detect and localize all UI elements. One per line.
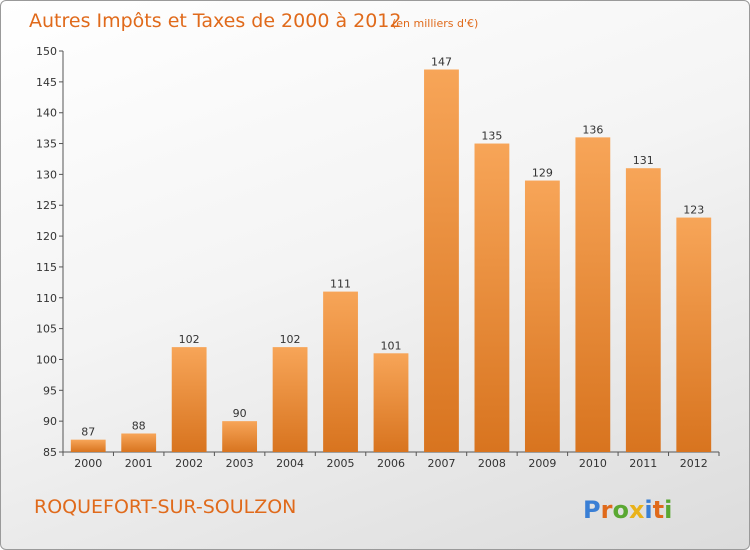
x-tick-label: 2010 [579, 457, 607, 470]
bar-value-label: 147 [431, 56, 452, 69]
logo-letter: x [629, 496, 645, 524]
x-tick-label: 2002 [175, 457, 203, 470]
bar-value-label: 129 [532, 167, 553, 180]
x-tick-label: 2004 [276, 457, 304, 470]
y-tick-label: 110 [36, 292, 57, 305]
y-tick-label: 140 [36, 107, 57, 120]
bar-value-label: 102 [179, 333, 200, 346]
bar-value-label: 102 [280, 333, 301, 346]
x-tick-label: 2008 [478, 457, 506, 470]
x-tick-label: 2006 [377, 457, 405, 470]
logo-letter: i [664, 496, 672, 524]
bar-2005 [323, 291, 358, 452]
bar-2004 [272, 347, 308, 452]
bar-value-label: 101 [381, 339, 402, 352]
bar-2009 [524, 180, 560, 453]
bar-2006 [373, 353, 409, 452]
x-tick-label: 2009 [528, 457, 556, 470]
logo-letter: P [583, 496, 601, 524]
y-tick-label: 150 [36, 45, 57, 58]
y-tick-label: 95 [43, 384, 57, 397]
bars: 87 88 102 90 102 111 101 147 135 129 136 131 123 [70, 56, 712, 453]
bar-2010 [575, 137, 611, 452]
proxiti-logo: Proxiti [583, 496, 672, 524]
y-tick-label: 90 [43, 415, 57, 428]
bar-value-label: 135 [481, 130, 502, 143]
x-tick-label: 2000 [74, 457, 102, 470]
bar-2003 [222, 421, 258, 452]
bar-2002 [171, 347, 207, 452]
bar-value-label: 111 [330, 278, 351, 291]
y-tick-label: 135 [36, 138, 57, 151]
bar-2008 [474, 143, 510, 453]
y-tick-label: 85 [43, 446, 57, 459]
logo-letter: r [601, 496, 613, 524]
chart-unit-note: (en milliers d'€) [392, 17, 478, 30]
chart-title: Autres Impôts et Taxes de 2000 à 2012 [29, 10, 402, 32]
bar-2001 [121, 433, 157, 452]
x-tick-label: 2011 [629, 457, 657, 470]
y-tick-label: 145 [36, 76, 57, 89]
x-tick-label: 2005 [327, 457, 355, 470]
y-tick-label: 105 [36, 323, 57, 336]
x-tick-label: 2007 [427, 457, 455, 470]
bar-2012 [676, 217, 712, 452]
y-tick-label: 100 [36, 353, 57, 366]
bar-value-label: 136 [582, 123, 603, 136]
y-tick-label: 115 [36, 261, 57, 274]
y-tick-label: 130 [36, 168, 57, 181]
y-tick-label: 120 [36, 230, 57, 243]
bar-value-label: 90 [233, 407, 247, 420]
logo-letter: i [644, 496, 652, 524]
logo-letter: t [653, 496, 664, 524]
bar-value-label: 131 [633, 154, 654, 167]
bar-value-label: 123 [683, 204, 704, 217]
commune-name: ROQUEFORT-SUR-SOULZON [34, 496, 296, 518]
x-tick-label: 2012 [680, 457, 708, 470]
bar-value-label: 88 [132, 419, 146, 432]
axes: 85 90 95 100 105 110 115 120 125 130 135 140 145 150 2… [36, 45, 720, 470]
y-tick-label: 125 [36, 199, 57, 212]
bar-2007 [424, 69, 459, 452]
logo-letter: o [612, 496, 629, 524]
bar-2000 [70, 439, 106, 452]
x-tick-label: 2003 [226, 457, 254, 470]
bar-2011 [625, 168, 661, 452]
bar-value-label: 87 [81, 426, 95, 439]
x-tick-label: 2001 [125, 457, 153, 470]
